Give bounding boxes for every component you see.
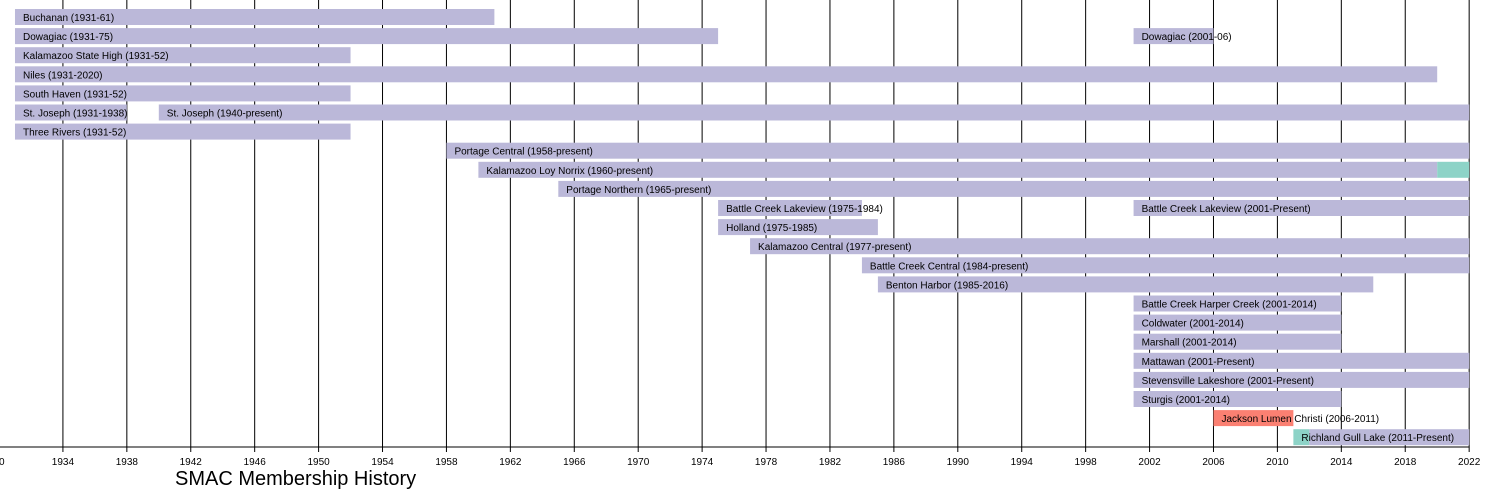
membership-bar	[558, 180, 1470, 197]
membership-bar	[14, 28, 719, 45]
bar-label: Battle Creek Central (1984-present)	[870, 261, 1028, 272]
membership-bar	[14, 85, 351, 102]
bar-label: St. Joseph (1931-1938)	[23, 109, 128, 120]
x-tick-label: 2018	[1394, 457, 1417, 468]
bar-label: Sturgis (2001-2014)	[1142, 395, 1230, 406]
bar-label: Mattawan (2001-Present)	[1142, 357, 1255, 368]
bar-label: Marshall (2001-2014)	[1142, 338, 1237, 349]
bar-label: Coldwater (2001-2014)	[1142, 319, 1244, 330]
bar-label: Jackson Lumen Christi (2006-2011)	[1221, 414, 1379, 425]
membership-bar	[478, 161, 1438, 178]
x-tick-label: 1954	[371, 457, 394, 468]
x-tick-label: 1962	[499, 457, 522, 468]
bar-label: Kalamazoo Loy Norrix (1960-present)	[486, 166, 653, 177]
membership-bar	[1133, 333, 1342, 350]
x-tick-label: 1978	[755, 457, 778, 468]
bar-label: St. Joseph (1940-present)	[167, 109, 283, 120]
x-tick-label: 1982	[819, 457, 842, 468]
chart-title: SMAC Membership History	[175, 468, 416, 490]
x-tick-label: 1970	[627, 457, 650, 468]
bar-label: Battle Creek Harper Creek (2001-2014)	[1142, 300, 1317, 311]
membership-bar	[14, 9, 495, 25]
membership-bar	[14, 66, 1438, 83]
membership-bar	[1133, 28, 1214, 45]
membership-bar	[1309, 429, 1470, 446]
bar-label: Kalamazoo State High (1931-52)	[23, 51, 169, 62]
x-tick-label: 1938	[116, 457, 139, 468]
bar-label: Battle Creek Lakeview (1975-1984)	[726, 204, 883, 215]
x-axis: 30 1934 1938 1942 1946 1950 1954 1958 1962 1966 19…	[0, 446, 1481, 468]
bar-label: South Haven (1931-52)	[23, 89, 127, 100]
x-tick-label: 1950	[307, 457, 330, 468]
membership-bar	[1293, 429, 1310, 446]
membership-bar	[14, 104, 127, 121]
x-tick-label: 2022	[1458, 457, 1481, 468]
membership-bar	[1213, 410, 1294, 427]
bar-label: Benton Harbor (1985-2016)	[886, 280, 1008, 291]
bar-label: Dowagiac (1931-75)	[23, 32, 113, 43]
membership-bar	[1133, 314, 1342, 331]
membership-bar	[718, 200, 862, 216]
bars: Buchanan (1931-61) Dowagiac (1931-75) Dowa…	[14, 9, 1470, 446]
bar-label: Battle Creek Lakeview (2001-Present)	[1142, 204, 1311, 215]
membership-bar	[1133, 391, 1342, 407]
x-tick-label: 1998	[1075, 457, 1098, 468]
x-tick-label: 1994	[1011, 457, 1034, 468]
bar-label: Richland Gull Lake (2011-Present)	[1301, 433, 1454, 444]
membership-bar	[861, 257, 1470, 274]
x-tick-label: 1934	[52, 457, 75, 468]
bar-label: Kalamazoo Central (1977-present)	[758, 242, 911, 253]
x-tick-label: 2006	[1202, 457, 1225, 468]
membership-bar	[1133, 352, 1470, 369]
membership-bar	[1133, 371, 1470, 388]
x-tick-label: 1958	[435, 457, 458, 468]
membership-bar	[1133, 200, 1470, 216]
x-tick-label: 30	[0, 457, 5, 468]
bar-label: Stevensville Lakeshore (2001-Present)	[1142, 376, 1314, 387]
membership-bar	[158, 104, 1470, 121]
membership-bar	[14, 123, 351, 140]
membership-bar	[718, 219, 878, 236]
membership-bar	[1437, 161, 1470, 178]
bar-label: Three Rivers (1931-52)	[23, 128, 126, 139]
bar-label: Portage Northern (1965-present)	[566, 185, 711, 196]
bar-label: Portage Central (1958-present)	[454, 147, 592, 158]
x-tick-label: 1946	[244, 457, 267, 468]
x-tick-label: 2010	[1266, 457, 1289, 468]
bar-label: Buchanan (1931-61)	[23, 13, 114, 24]
bar-label: Niles (1931-2020)	[23, 70, 103, 81]
membership-bar	[877, 276, 1374, 293]
membership-bar	[446, 142, 1470, 159]
membership-bar	[14, 47, 351, 64]
bar-label: Holland (1975-1985)	[726, 223, 817, 234]
bar-label: Dowagiac (2001-06)	[1142, 32, 1232, 43]
x-tick-label: 1986	[883, 457, 906, 468]
x-tick-label: 1990	[947, 457, 970, 468]
membership-bar	[1133, 295, 1342, 312]
x-tick-label: 1966	[563, 457, 586, 468]
x-tick-label: 2014	[1330, 457, 1353, 468]
membership-bar	[750, 238, 1470, 255]
x-tick-label: 1942	[180, 457, 203, 468]
x-tick-label: 2002	[1138, 457, 1161, 468]
x-tick-label: 1974	[691, 457, 714, 468]
